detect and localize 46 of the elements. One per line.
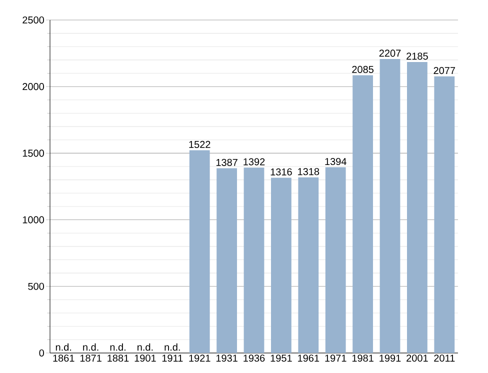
bar — [434, 76, 455, 353]
data-label: 1392 — [244, 158, 265, 166]
data-label: 1387 — [216, 158, 238, 166]
text: n.d. — [138, 343, 153, 351]
x-tick-label: 1901 — [134, 354, 156, 362]
data-label: 2185 — [406, 52, 428, 60]
text: n.d. — [83, 343, 98, 351]
y-tick-label: 1000 — [22, 216, 44, 224]
x-tick-label: 1951 — [270, 354, 292, 362]
x-tick-label: 1936 — [244, 354, 265, 362]
x-tick-label: 1871 — [80, 354, 102, 362]
bar — [352, 75, 373, 353]
x-tick-label: 1881 — [108, 354, 129, 362]
bar — [216, 168, 237, 353]
bar — [380, 59, 400, 353]
bar — [407, 62, 428, 353]
bar — [271, 178, 292, 353]
text: n.d. — [164, 343, 180, 351]
x-tick-label: 1961 — [298, 354, 320, 362]
text: n.d. — [56, 343, 72, 351]
bar — [298, 177, 319, 353]
bar — [189, 150, 210, 353]
y-tick-label: 2500 — [22, 16, 44, 24]
x-tick-label: 2011 — [434, 354, 455, 362]
x-tick-label: 1921 — [189, 354, 210, 362]
x-tick-label: 2001 — [406, 354, 428, 362]
data-label: 2207 — [379, 50, 401, 57]
y-tick-label: 2000 — [22, 83, 44, 90]
x-tick-label: 1861 — [53, 354, 74, 362]
data-label: 1316 — [270, 168, 292, 176]
y-tick-label: 0 — [39, 349, 44, 357]
data-label: 1394 — [325, 158, 346, 166]
x-tick-label: 1981 — [352, 354, 374, 362]
y-tick-label: 500 — [28, 282, 44, 290]
bar — [244, 168, 264, 353]
x-tick-label: 1931 — [216, 354, 238, 362]
x-tick-label: 1991 — [380, 354, 401, 362]
data-label: 1522 — [189, 140, 210, 148]
text: n.d. — [110, 343, 126, 351]
bar — [325, 167, 346, 353]
data-label: 2077 — [434, 66, 456, 74]
data-label: 1318 — [298, 168, 320, 176]
x-tick-label: 1911 — [162, 354, 183, 362]
data-label: 2085 — [352, 66, 374, 74]
y-tick-label: 1500 — [22, 150, 44, 157]
x-tick-label: 1971 — [325, 354, 346, 362]
